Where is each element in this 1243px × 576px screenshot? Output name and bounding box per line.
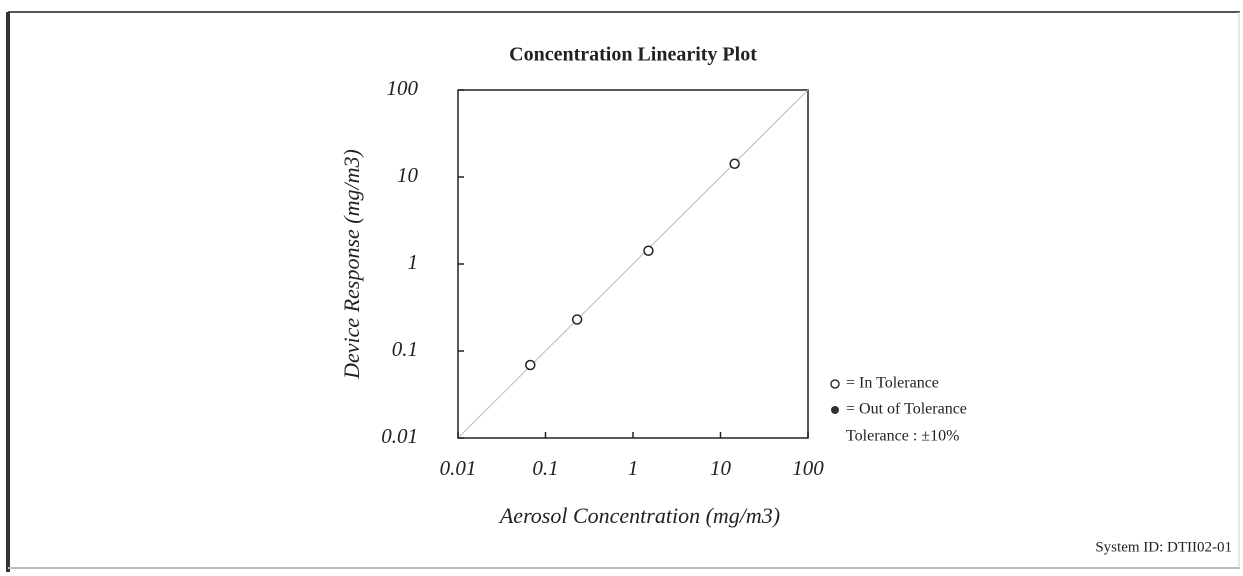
y-tick-label: 0.1: [392, 337, 418, 361]
legend-out-of-tolerance: = Out of Tolerance: [846, 401, 967, 418]
x-axis-label: Aerosol Concentration (mg/m3): [498, 503, 780, 528]
y-tick-label: 1: [408, 250, 419, 274]
chart-title: Concentration Linearity Plot: [509, 44, 757, 66]
system-id: System ID: DTII02-01: [1095, 539, 1232, 555]
point: [525, 359, 536, 371]
y-axis-label: Device Response (mg/m3): [339, 149, 364, 380]
x-tick-label: 1: [628, 456, 639, 480]
legend-tolerance: Tolerance : ±10%: [846, 428, 959, 445]
x-tick-label: 0.1: [532, 456, 558, 480]
x-tick-label: 10: [710, 456, 732, 480]
x-tick-label: 100: [792, 456, 824, 480]
y-tick-label: 100: [387, 76, 419, 100]
legend-symbol-filled: [831, 406, 839, 414]
legend-symbol-open: [830, 379, 840, 389]
point: [729, 158, 740, 170]
y-tick-label: 10: [397, 163, 419, 187]
x-tick-label: 0.01: [440, 456, 477, 480]
y-tick-label: 0.01: [381, 424, 418, 448]
legend-in-tolerance: = In Tolerance: [846, 375, 939, 392]
identity-line: [457, 89, 809, 439]
point: [571, 314, 583, 325]
point: [643, 245, 654, 257]
